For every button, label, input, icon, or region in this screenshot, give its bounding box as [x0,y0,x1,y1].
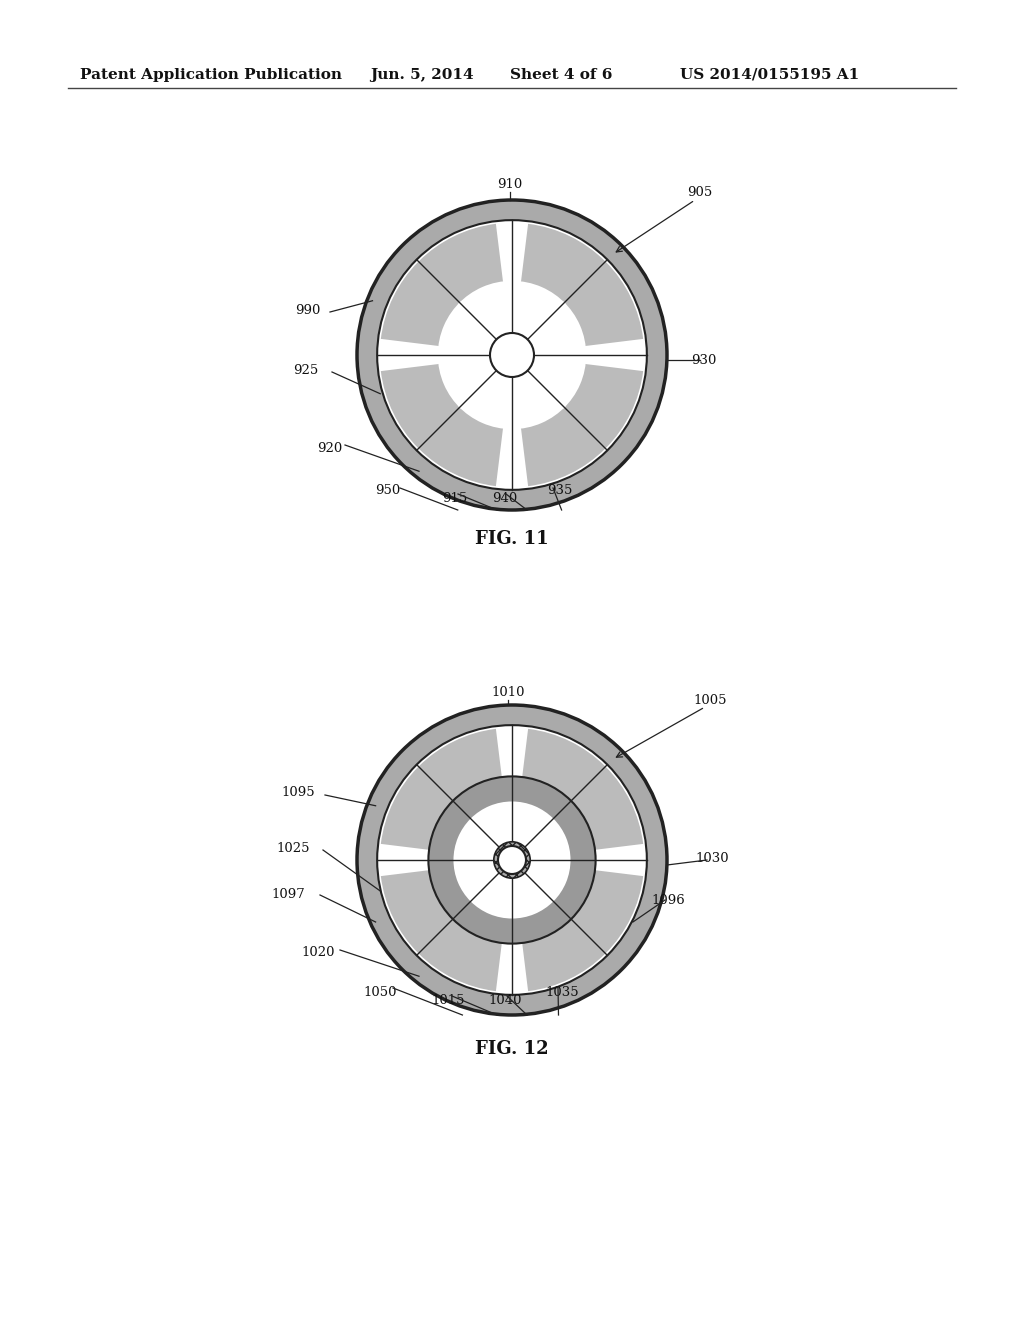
Text: 1040: 1040 [488,994,522,1006]
Wedge shape [380,253,512,457]
Text: 1096: 1096 [651,894,685,907]
Wedge shape [458,281,566,355]
Wedge shape [381,729,512,861]
Text: US 2014/0155195 A1: US 2014/0155195 A1 [680,69,859,82]
Wedge shape [411,861,613,993]
Wedge shape [512,355,585,428]
Wedge shape [428,776,596,944]
Wedge shape [512,282,585,355]
Text: Sheet 4 of 6: Sheet 4 of 6 [510,69,612,82]
Wedge shape [439,282,512,355]
Text: 990: 990 [295,304,321,317]
Wedge shape [439,355,512,428]
Wedge shape [439,861,512,932]
Circle shape [494,842,530,878]
Wedge shape [381,355,512,486]
Wedge shape [512,301,586,409]
Circle shape [377,725,647,995]
Wedge shape [438,301,512,409]
Text: 1005: 1005 [693,693,727,706]
Wedge shape [381,861,512,991]
Text: FIG. 11: FIG. 11 [475,531,549,548]
Text: 1097: 1097 [271,888,305,902]
Circle shape [357,705,667,1015]
Text: 930: 930 [691,354,717,367]
Wedge shape [458,355,566,429]
Wedge shape [411,223,613,355]
Text: 925: 925 [293,363,318,376]
Text: 920: 920 [317,441,343,454]
Wedge shape [512,805,586,915]
Wedge shape [411,355,613,487]
Text: Jun. 5, 2014: Jun. 5, 2014 [370,69,474,82]
Wedge shape [458,861,566,935]
Wedge shape [512,224,643,355]
Text: 940: 940 [493,491,517,504]
Text: FIG. 12: FIG. 12 [475,1040,549,1059]
Text: 905: 905 [687,186,713,199]
Wedge shape [512,788,585,861]
Text: 1025: 1025 [276,842,309,854]
Wedge shape [458,785,566,861]
Text: 950: 950 [376,483,400,496]
Wedge shape [411,727,613,861]
Text: 915: 915 [442,491,468,504]
Circle shape [377,220,647,490]
Text: 1050: 1050 [364,986,396,998]
Circle shape [357,201,667,510]
Text: Patent Application Publication: Patent Application Publication [80,69,342,82]
Text: 1095: 1095 [282,787,314,800]
Circle shape [357,705,667,1015]
Circle shape [357,201,667,510]
Wedge shape [512,253,644,457]
Wedge shape [512,861,643,991]
Wedge shape [438,805,512,915]
Text: 910: 910 [498,178,522,191]
Wedge shape [512,729,643,861]
Wedge shape [439,788,512,861]
Text: 935: 935 [547,483,572,496]
Wedge shape [512,759,644,961]
Text: 1020: 1020 [301,946,335,960]
Text: 1030: 1030 [695,851,729,865]
Text: 1015: 1015 [431,994,465,1006]
Circle shape [498,846,526,874]
Wedge shape [512,355,643,486]
Wedge shape [512,861,585,932]
Circle shape [490,333,534,378]
Text: 1010: 1010 [492,686,524,700]
Wedge shape [381,224,512,355]
Wedge shape [380,759,512,961]
Text: 1035: 1035 [545,986,579,998]
